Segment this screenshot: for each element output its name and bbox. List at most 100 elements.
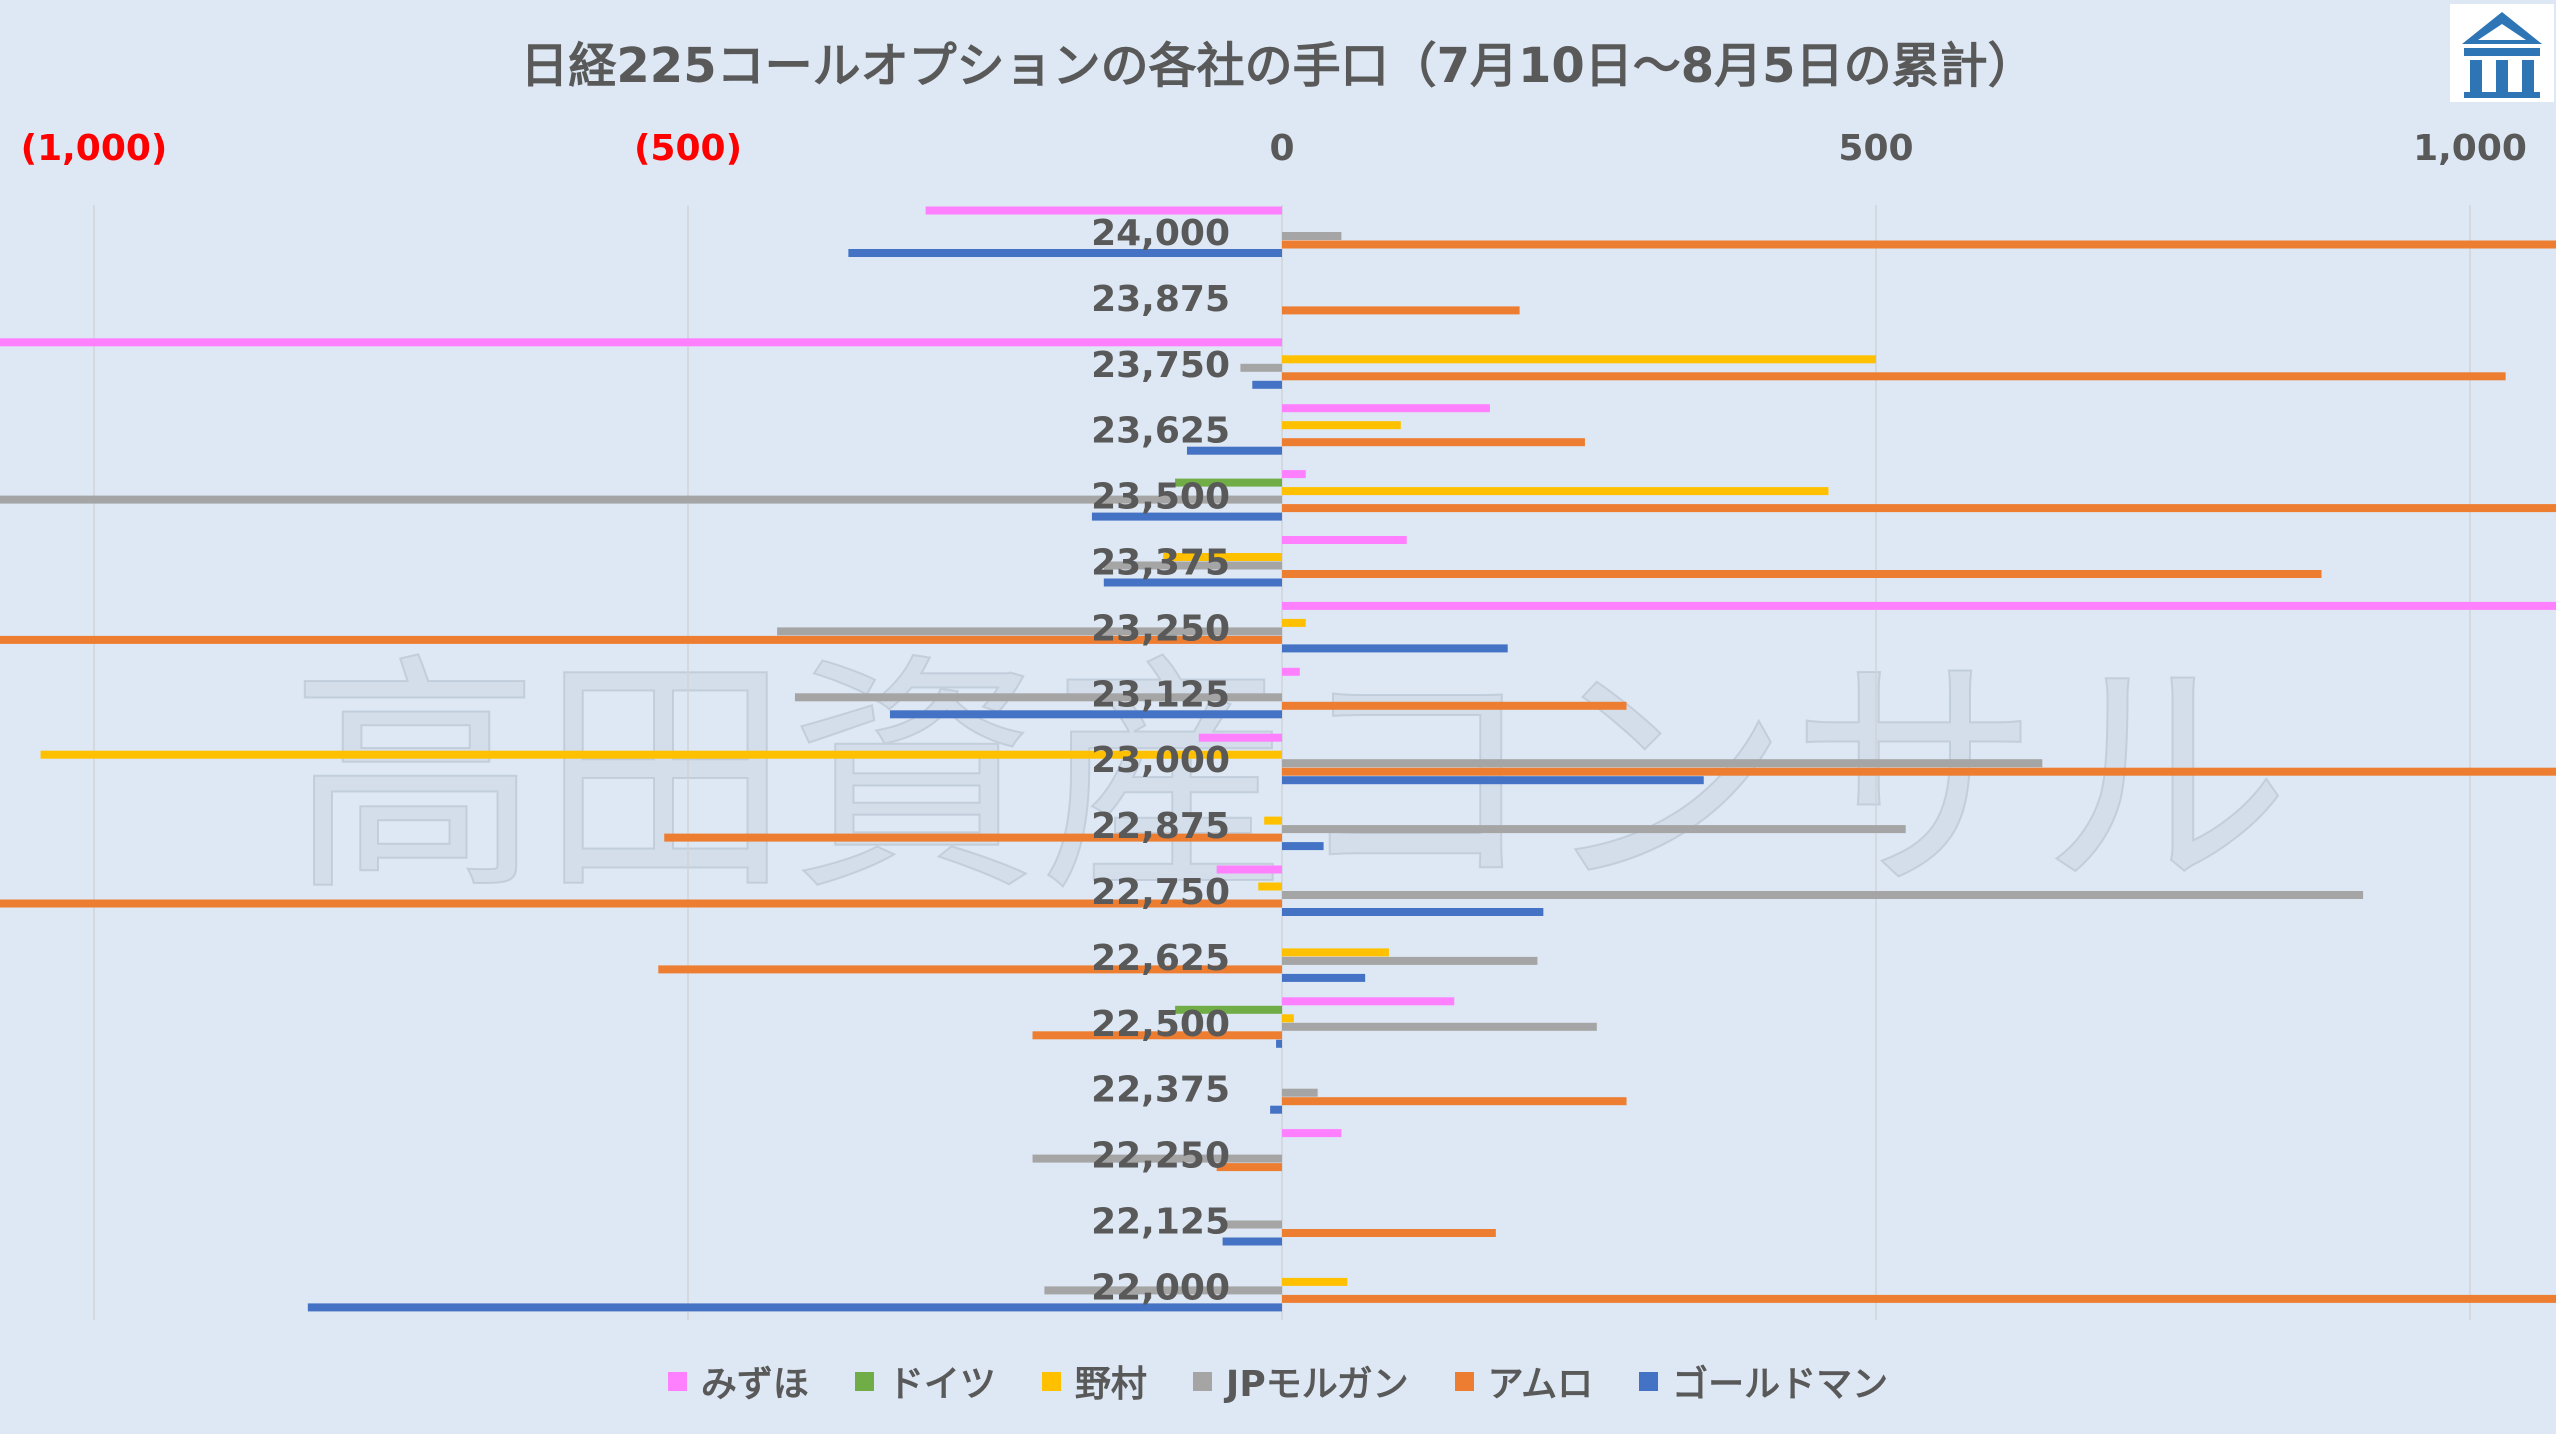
bar — [0, 635, 1282, 644]
bar — [925, 206, 1282, 215]
legend-item: アムロ — [1454, 1355, 1594, 1407]
legend-label: みずほ — [700, 1364, 809, 1405]
bar — [889, 710, 1282, 719]
bar — [1222, 1237, 1282, 1246]
bar — [1222, 1220, 1282, 1229]
bar — [1282, 618, 1306, 627]
category-label: 22,250 — [1091, 1136, 1230, 1177]
category-label: 22,000 — [1091, 1267, 1230, 1308]
legend-swatch — [667, 1371, 687, 1391]
bar — [1282, 355, 1876, 364]
bar — [1252, 380, 1282, 389]
x-tick-label: (1,000) — [21, 128, 168, 169]
bar — [1282, 404, 1490, 413]
bar — [1175, 478, 1282, 487]
bar — [1282, 825, 1906, 834]
bar — [1282, 438, 1585, 447]
bar — [1282, 842, 1324, 851]
bar — [1282, 1129, 1342, 1138]
legend-label: 野村 — [1074, 1364, 1147, 1405]
x-tick-label: 0 — [1269, 128, 1294, 169]
bar — [307, 1303, 1283, 1312]
bar — [1282, 948, 1389, 957]
bar — [1186, 446, 1282, 455]
bar — [1282, 908, 1544, 916]
legend: みずほ ドイツ 野村 JPモルガン アムロ ゴールドマン — [0, 1355, 2556, 1407]
bar — [1282, 232, 1342, 240]
bar — [1282, 1088, 1318, 1097]
bar — [1216, 865, 1282, 874]
chart-title: 日経225コールオプションの各社の手口（7月10日～8月5日の累計） — [520, 38, 2036, 94]
bar — [1282, 487, 1829, 496]
bar — [1282, 891, 2364, 899]
bar — [0, 495, 1282, 504]
bar — [1282, 601, 2556, 610]
legend-item: ドイツ — [854, 1355, 996, 1407]
bar — [848, 249, 1282, 257]
bar — [1175, 1005, 1282, 1014]
bar — [1282, 1294, 2556, 1303]
bar — [1282, 1277, 1348, 1286]
bar — [1282, 1097, 1627, 1106]
x-tick-label: 500 — [1838, 128, 1913, 169]
bar — [1282, 701, 1627, 710]
legend-item: ゴールドマン — [1639, 1355, 1888, 1407]
category-label: 22,875 — [1091, 806, 1230, 847]
category-label: 22,625 — [1091, 938, 1230, 979]
bar — [794, 693, 1282, 702]
bar — [1032, 1154, 1282, 1163]
bar — [777, 627, 1282, 636]
bar — [1282, 1014, 1294, 1023]
bar — [1282, 644, 1508, 653]
legend-item: JPモルガン — [1192, 1355, 1409, 1407]
legend-label: ドイツ — [887, 1364, 996, 1405]
legend-label: アムロ — [1487, 1364, 1594, 1405]
category-label: 23,375 — [1091, 543, 1230, 584]
bar — [1282, 306, 1520, 315]
category-label: 23,875 — [1091, 279, 1230, 320]
category-label: 22,125 — [1091, 1202, 1230, 1243]
bar — [1103, 578, 1282, 587]
bar — [1282, 667, 1300, 676]
category-label: 22,375 — [1091, 1070, 1230, 1111]
legend-swatch — [1192, 1371, 1212, 1391]
category-label: 23,125 — [1091, 674, 1230, 715]
bar — [1282, 240, 2556, 249]
bar — [1282, 997, 1455, 1006]
category-label: 23,250 — [1091, 608, 1230, 649]
legend-label: JPモルガン — [1225, 1364, 1409, 1405]
category-label: 23,000 — [1091, 740, 1230, 781]
bar — [1091, 512, 1282, 521]
bar — [1282, 759, 2043, 768]
bar — [1258, 882, 1282, 891]
bar — [1282, 536, 1407, 544]
bar — [1282, 470, 1306, 479]
category-label: 22,750 — [1091, 872, 1230, 913]
legend-swatch — [854, 1371, 874, 1391]
bar — [1282, 956, 1538, 965]
bar — [1044, 1286, 1282, 1295]
bar — [1282, 767, 2556, 776]
category-label: 23,750 — [1091, 345, 1230, 386]
x-tick-label: (500) — [634, 128, 742, 169]
bar — [0, 338, 1282, 347]
category-label: 23,500 — [1091, 477, 1230, 518]
bar — [664, 833, 1282, 842]
bar — [658, 965, 1282, 974]
bar — [1282, 421, 1401, 430]
bar — [1103, 561, 1282, 570]
bar — [1270, 1105, 1282, 1114]
bar — [0, 899, 1282, 908]
legend-item: 野村 — [1041, 1355, 1147, 1407]
category-label: 22,500 — [1091, 1004, 1230, 1045]
bar — [1032, 1031, 1282, 1040]
bar — [1282, 776, 1704, 785]
bar — [1282, 570, 2322, 578]
bar — [40, 750, 1282, 759]
logo — [2450, 4, 2554, 102]
bar — [1282, 1022, 1597, 1031]
bar — [1163, 553, 1282, 561]
bar — [1264, 816, 1282, 825]
bar — [1282, 372, 2506, 381]
